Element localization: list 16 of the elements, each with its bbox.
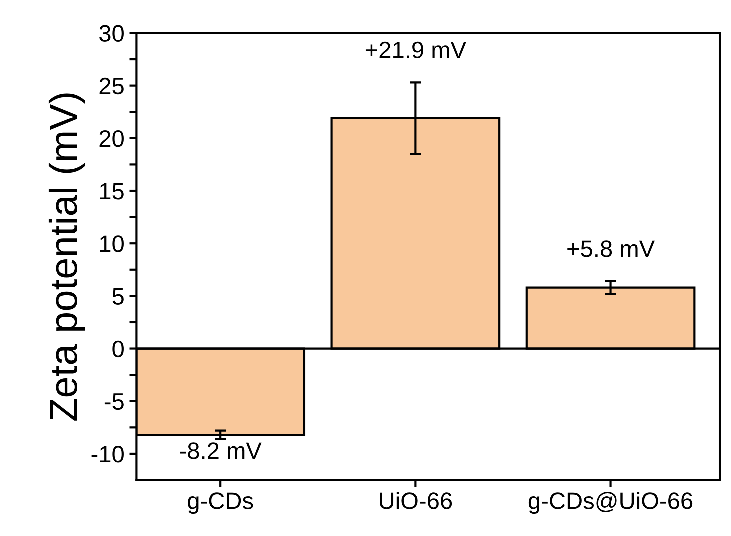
y-tick-label: 0 (112, 340, 124, 358)
y-tick-label: 5 (112, 288, 124, 305)
data-label: +21.9 mV (366, 42, 466, 59)
data-label: +5.8 mV (568, 240, 655, 258)
x-tick-label: g-CDs (188, 492, 254, 514)
y-tick-label: 20 (100, 130, 124, 148)
y-tick-label: -10 (92, 446, 124, 463)
data-label: -8.2 mV (180, 442, 262, 460)
x-tick-label: g-CDs@UiO-66 (528, 492, 693, 514)
y-tick-label: 10 (100, 236, 124, 252)
y-tick-label: -5 (104, 394, 124, 410)
x-tick-label: UiO-66 (380, 492, 452, 510)
y-tick-label: 15 (100, 183, 124, 200)
y-axis-title: Zeta potential (mV) (48, 94, 86, 421)
y-tick-label: 25 (100, 78, 124, 95)
y-tick-label: 30 (100, 25, 124, 42)
